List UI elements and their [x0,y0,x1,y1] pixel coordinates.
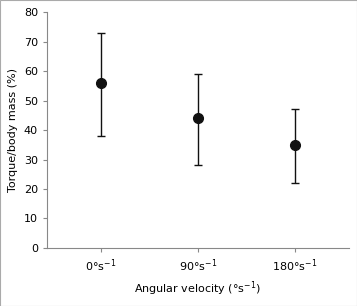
X-axis label: Angular velocity (°s$^{-1}$): Angular velocity (°s$^{-1}$) [135,279,261,298]
Y-axis label: Torque/body mass (%): Torque/body mass (%) [8,68,18,192]
